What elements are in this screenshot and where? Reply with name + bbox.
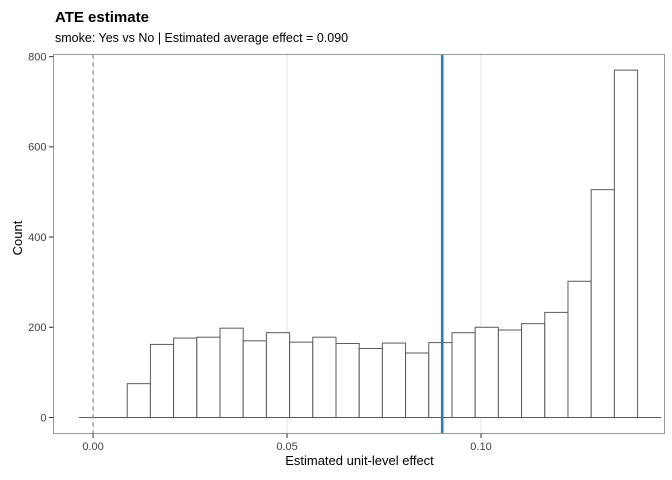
histogram-bar [312,336,337,418]
y-axis-title: Count [10,220,25,256]
histogram-bar [544,311,569,418]
histogram-bar [474,326,499,418]
histogram-bar [590,189,615,418]
histogram-bar [497,329,523,418]
y-tick-label: 600 [28,142,46,154]
histogram-bar [265,332,291,418]
histogram-bar [242,340,267,418]
histogram-bar [358,347,383,418]
y-tick-label: 400 [28,232,46,244]
histogram-bar [381,342,407,418]
histogram-bar [196,336,221,418]
x-tick-label: 0.00 [82,441,103,453]
x-tick-label: 0.10 [470,441,491,453]
panel-border [53,54,665,434]
y-tick-label: 800 [28,51,46,63]
histogram-bar [149,343,175,418]
histogram-bar [405,352,430,418]
histogram-bar [428,342,453,418]
histogram-bar [521,323,546,418]
histogram-bar [173,337,198,418]
chart-title: ATE estimate [55,9,149,26]
histogram-bar [451,332,476,418]
y-tick-label: 0 [40,412,46,424]
histogram-bar [567,280,592,418]
x-axis-title: Estimated unit-level effect [285,453,434,468]
histogram-bar [219,327,244,418]
histogram-bar [289,341,314,418]
x-tick-label: 0.05 [276,441,297,453]
y-tick-label: 200 [28,322,46,334]
histogram-bar [613,69,639,418]
histogram-bar [335,343,360,418]
histogram-bar [126,383,151,418]
chart-subtitle: smoke: Yes vs No | Estimated average eff… [55,31,349,45]
